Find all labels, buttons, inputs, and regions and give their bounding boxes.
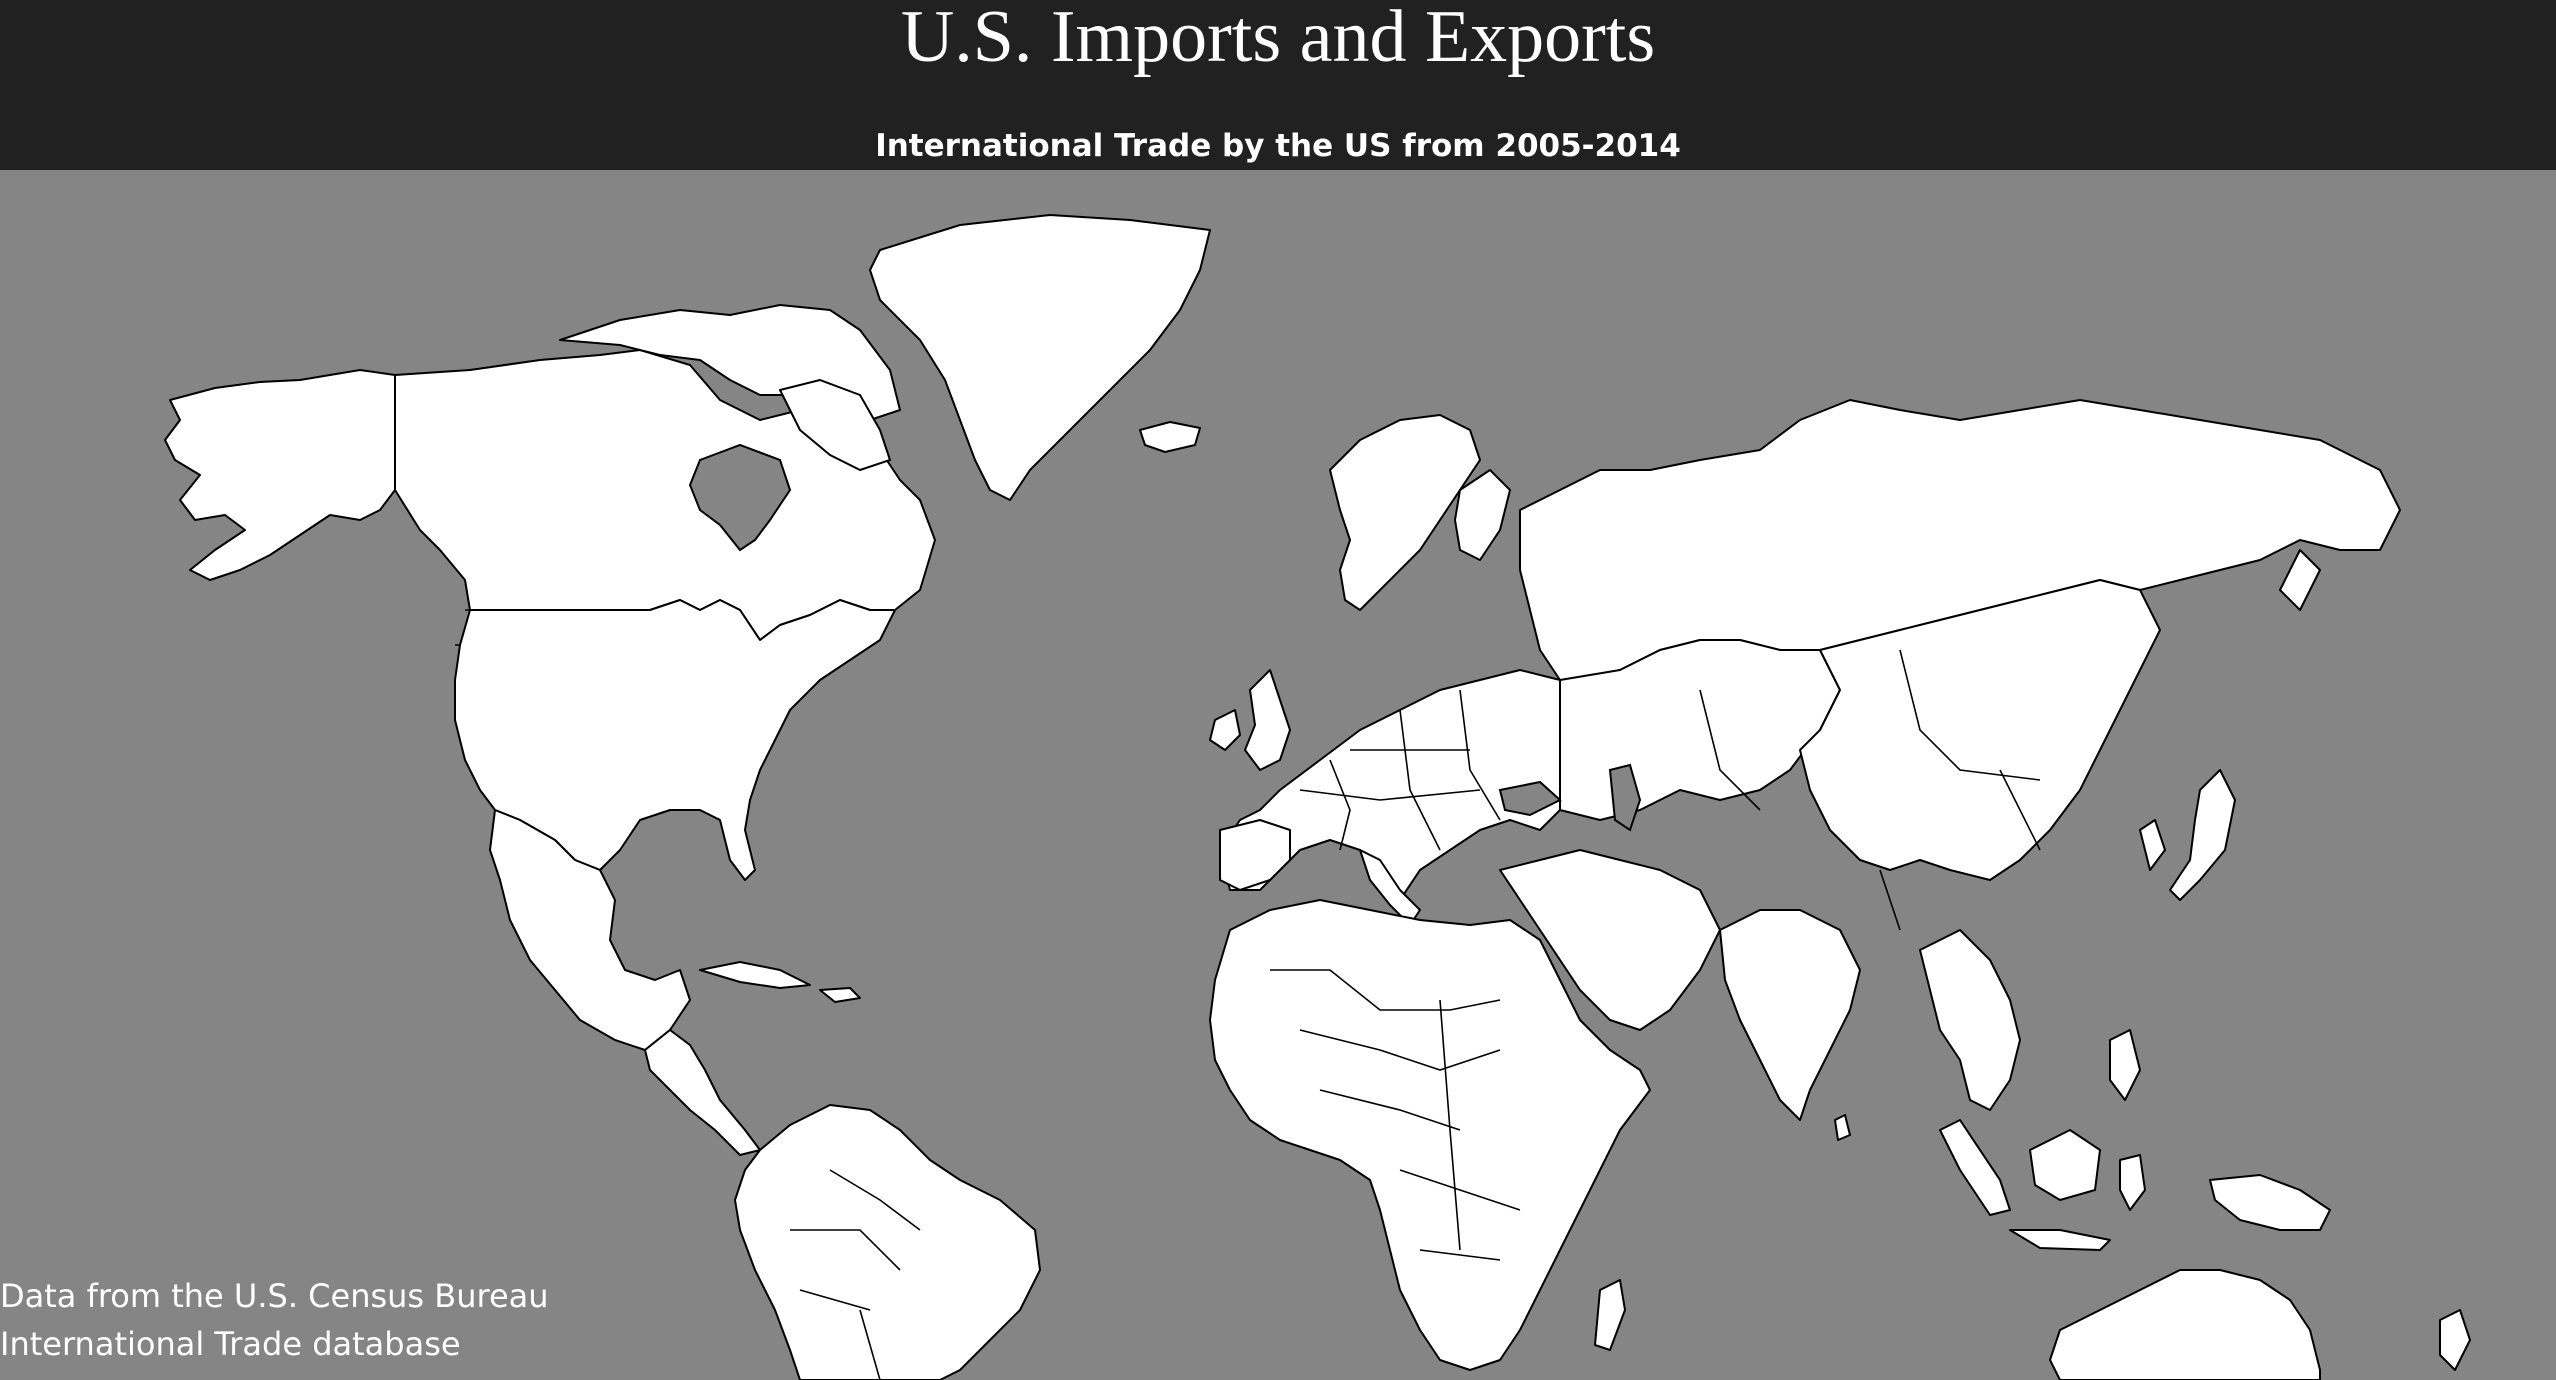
java[interactable] (2009, 1229, 2111, 1251)
philippines[interactable] (2109, 1029, 2141, 1101)
north-america[interactable] (164, 304, 936, 1156)
world-map[interactable] (0, 170, 2556, 1380)
sumatra[interactable] (1939, 1119, 2011, 1216)
mexico[interactable] (489, 809, 691, 1051)
page-title: U.S. Imports and Exports (900, 0, 1656, 78)
united-kingdom[interactable] (1244, 669, 1291, 771)
page-header: U.S. Imports and Exports International T… (0, 0, 2556, 170)
iberia[interactable] (1219, 819, 1291, 891)
kamchatka[interactable] (2279, 549, 2321, 611)
australia[interactable] (2049, 1269, 2321, 1380)
finland[interactable] (1454, 469, 1511, 561)
southeast-asia[interactable] (1919, 929, 2021, 1111)
asia[interactable] (1498, 399, 2401, 1251)
china-mongolia[interactable] (1799, 579, 2161, 881)
sulawesi[interactable] (2119, 1154, 2146, 1211)
africa[interactable] (1209, 899, 1651, 1371)
south-america[interactable] (734, 1104, 1041, 1380)
hudson-bay (688, 443, 792, 552)
ireland[interactable] (1209, 709, 1241, 751)
data-source-credit: Data from the U.S. Census Bureau Interna… (0, 1277, 549, 1363)
page-subtitle: International Trade by the US from 2005-… (875, 128, 1681, 164)
new-zealand[interactable] (2439, 1309, 2471, 1371)
map-container (0, 170, 2556, 1380)
greenland[interactable] (869, 214, 1211, 501)
italy[interactable] (1359, 849, 1421, 926)
new-guinea[interactable] (2209, 1174, 2331, 1231)
iceland[interactable] (1139, 421, 1201, 453)
korea[interactable] (2139, 819, 2166, 871)
alaska[interactable] (164, 369, 396, 581)
borneo[interactable] (2029, 1129, 2101, 1201)
europe[interactable] (1209, 414, 1561, 926)
scandinavia[interactable] (1329, 414, 1481, 611)
middle-east[interactable] (1499, 849, 1721, 1031)
india[interactable] (1719, 909, 1861, 1121)
central-america[interactable] (644, 1029, 761, 1156)
japan[interactable] (2169, 769, 2236, 901)
cuba[interactable] (699, 961, 811, 989)
madagascar[interactable] (1594, 1279, 1626, 1351)
sri-lanka[interactable] (1834, 1114, 1851, 1141)
continental-europe[interactable] (1219, 669, 1561, 901)
caspian-sea (1608, 763, 1642, 832)
hispaniola[interactable] (819, 987, 861, 1003)
africa[interactable] (1209, 899, 1651, 1371)
baffin-island[interactable] (779, 379, 891, 471)
black-sea (1498, 780, 1562, 817)
